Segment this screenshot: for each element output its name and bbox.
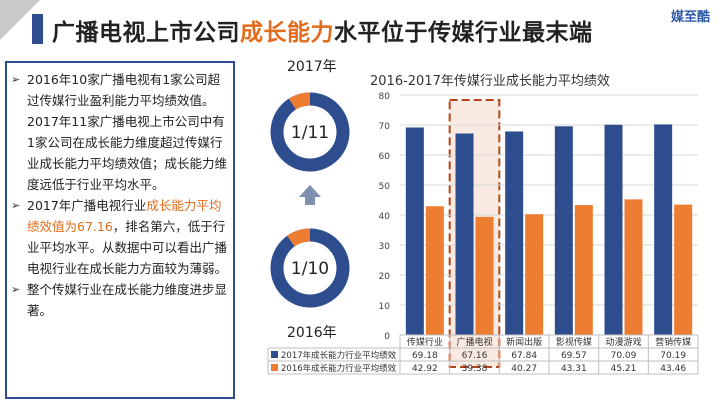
summary-panel: ➢ 2016年10家广播电视有1家公司超过传媒行业盈利能力平均绩效值。2017年…	[5, 61, 235, 399]
data-label: 39.38	[462, 364, 488, 374]
y-tick-label: 50	[379, 182, 391, 192]
bar-2016	[475, 216, 494, 335]
y-tick-label: 0	[384, 332, 390, 342]
page-title: 广播电视上市公司成长能力水平位于传媒行业最末端	[52, 20, 593, 46]
donut-2016-label: 1/10	[291, 259, 329, 279]
bullet-arrow-icon: ➢	[11, 283, 21, 296]
data-label: 67.84	[511, 351, 537, 361]
bullet-text: 整个传媒行业在成长能力维度进步显著。	[27, 282, 228, 318]
x-tick-label: 营销传媒	[655, 336, 691, 348]
x-tick-label: 传媒行业	[407, 336, 443, 348]
up-arrow-icon	[299, 185, 321, 205]
bullet-item: ➢ 整个传媒行业在成长能力维度进步显著。	[11, 279, 227, 321]
bar-2017	[405, 127, 424, 336]
data-label: 69.18	[412, 351, 438, 361]
legend-swatch	[271, 364, 278, 371]
bullet-text: 2016年10家广播电视有1家公司超过传媒行业盈利能力平均绩效值。2017年11…	[27, 72, 228, 192]
bar-2016	[674, 204, 693, 335]
bar-2016	[574, 205, 593, 335]
data-label: 42.92	[412, 364, 438, 374]
data-label: 69.57	[561, 351, 587, 361]
donut-2017-label: 1/11	[291, 123, 329, 143]
legend-swatch	[271, 351, 278, 358]
x-tick-label: 新闻出版	[506, 336, 542, 348]
y-tick-label: 40	[379, 212, 391, 222]
donut-bottom-year: 2016年	[287, 325, 337, 341]
data-label: 45.21	[611, 364, 637, 374]
bar-2017	[604, 124, 623, 335]
title-accent-bar	[32, 14, 43, 44]
bar-2017	[554, 126, 573, 335]
donut-2017-segment	[270, 92, 350, 172]
data-label: 43.31	[561, 364, 587, 374]
bullet-item: ➢ 2016年10家广播电视有1家公司超过传媒行业盈利能力平均绩效值。2017年…	[11, 69, 227, 195]
x-tick-label: 广播电视	[456, 336, 492, 348]
bullet-arrow-icon: ➢	[11, 199, 21, 212]
legend-label: 2017年成长能力行业平均绩效	[281, 350, 397, 361]
x-tick-label: 影视传媒	[556, 336, 592, 348]
y-tick-label: 10	[379, 302, 391, 312]
bar-2016	[425, 206, 444, 335]
bullet-text: 2017年广播电视行业成长能力平均绩效值为67.16，排名第六，低于行业平均水平…	[27, 198, 228, 276]
bullet-item: ➢ 2017年广播电视行业成长能力平均绩效值为67.16，排名第六，低于行业平均…	[11, 195, 227, 279]
data-label: 40.27	[511, 364, 537, 374]
donut-top-year: 2017年	[287, 59, 337, 75]
brand-logo: 媒至酷	[670, 10, 710, 25]
y-tick-label: 60	[379, 152, 391, 162]
bar-2017	[505, 131, 524, 335]
x-tick-label: 动漫游戏	[605, 336, 641, 348]
bar-2016	[525, 214, 544, 335]
data-label: 70.19	[660, 351, 686, 361]
chart-title: 2016-2017年传媒行业成长能力平均绩效	[370, 74, 610, 89]
data-label: 43.46	[660, 364, 686, 374]
donut-2016-segment	[270, 228, 350, 308]
bar-2017	[455, 133, 474, 335]
y-tick-label: 30	[379, 242, 391, 252]
y-tick-label: 20	[379, 272, 391, 282]
y-tick-label: 80	[379, 92, 391, 102]
bar-2016	[624, 199, 643, 335]
data-label: 70.09	[611, 351, 637, 361]
y-tick-label: 70	[379, 122, 391, 132]
data-label: 67.16	[462, 351, 488, 361]
legend-label: 2016年成长能力行业平均绩效	[281, 363, 397, 374]
bullet-arrow-icon: ➢	[11, 73, 21, 86]
bar-2017	[654, 124, 673, 336]
